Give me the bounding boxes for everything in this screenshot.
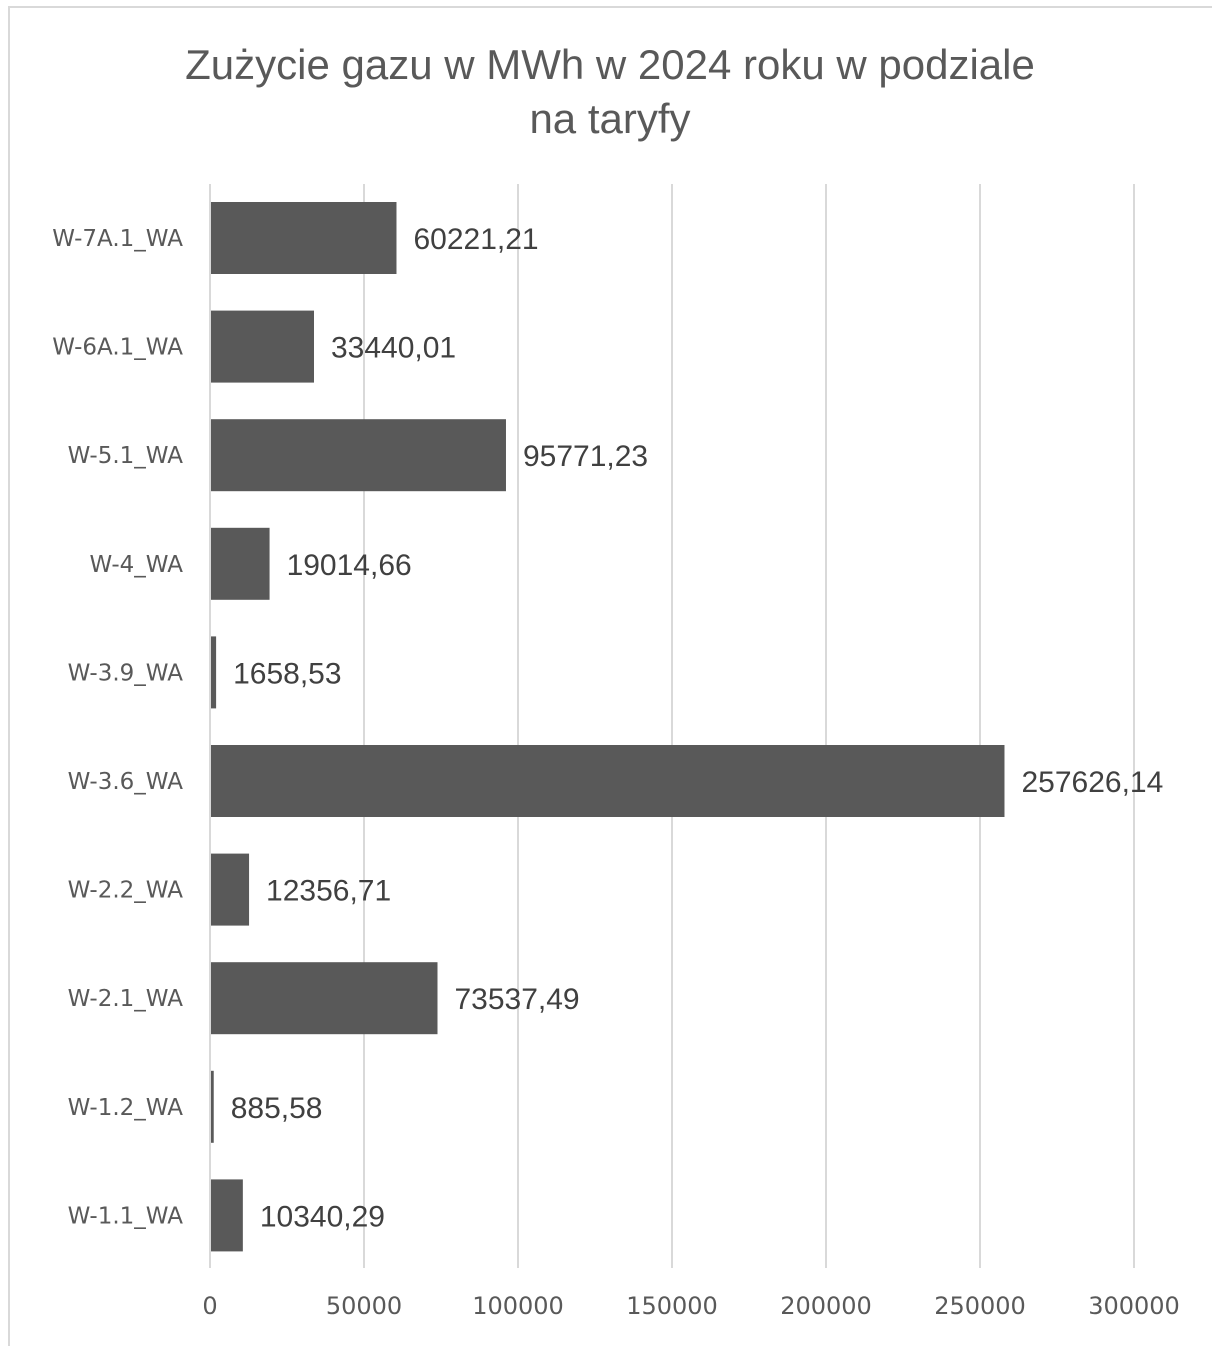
bar [211,745,1005,817]
data-label: 33440,01 [331,332,456,365]
category-label: W-5.1_WA [68,443,184,469]
data-label: 10340,29 [260,1200,385,1233]
category-label: W-1.2_WA [68,1095,184,1121]
chart-frame [8,6,1212,1346]
bar [211,310,314,383]
data-label: 73537,49 [454,983,579,1016]
category-label: W-1.1_WA [68,1203,184,1229]
x-tick-label: 300000 [1088,1292,1180,1320]
bar [211,1070,214,1143]
category-label: W-2.2_WA [68,878,184,904]
bar [211,527,270,600]
chart-title: Zużycie gazu w MWh w 2024 roku w podzial… [185,41,1035,142]
gridlines [363,184,1135,1268]
x-tick-label: 50000 [326,1292,402,1320]
data-label: 19014,66 [287,549,412,582]
labels: 0 50000 100000 150000 200000 250000 300000 W-7A… [52,223,1180,1320]
x-tick-label: 0 [202,1292,217,1320]
bar [211,636,217,709]
data-label: 12356,71 [266,875,391,908]
bar [211,419,506,492]
bars [211,202,1005,1252]
x-tick-label: 250000 [934,1292,1026,1320]
bar [211,1179,243,1252]
category-label: W-6A.1_WA [52,335,183,361]
data-label: 885,58 [231,1092,323,1125]
x-tick-label: 100000 [472,1292,564,1320]
category-label: W-3.6_WA [68,769,184,795]
category-label: W-2.1_WA [68,986,184,1012]
data-label: 1658,53 [233,657,341,690]
data-label: 257626,14 [1021,766,1163,799]
category-label: W-7A.1_WA [52,226,183,252]
bar [211,853,250,926]
category-label: W-4_WA [90,552,184,578]
data-label: 95771,23 [523,440,648,473]
category-label: W-3.9_WA [68,660,184,686]
data-label: 60221,21 [413,223,538,256]
bar [211,202,397,274]
x-tick-label: 150000 [626,1292,718,1320]
x-tick-label: 200000 [780,1292,872,1320]
bar [211,962,438,1035]
